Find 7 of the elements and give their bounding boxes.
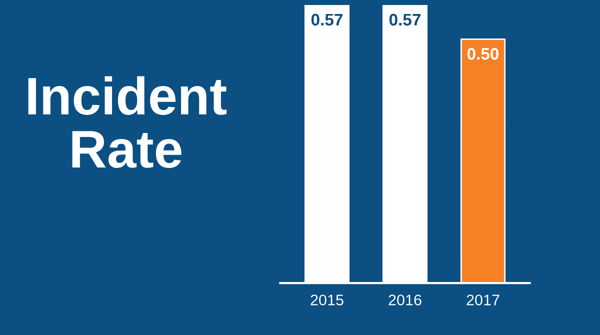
text: Incident Rate	[28, 76, 227, 168]
x-tick-label: 2017	[466, 294, 500, 306]
data-label: 0.50	[467, 48, 499, 60]
x-tick-label: 2016	[388, 294, 422, 306]
data-label: 0.57	[389, 14, 420, 26]
x-tick-label: 2015	[310, 294, 344, 306]
data-label: 0.57	[311, 14, 342, 26]
